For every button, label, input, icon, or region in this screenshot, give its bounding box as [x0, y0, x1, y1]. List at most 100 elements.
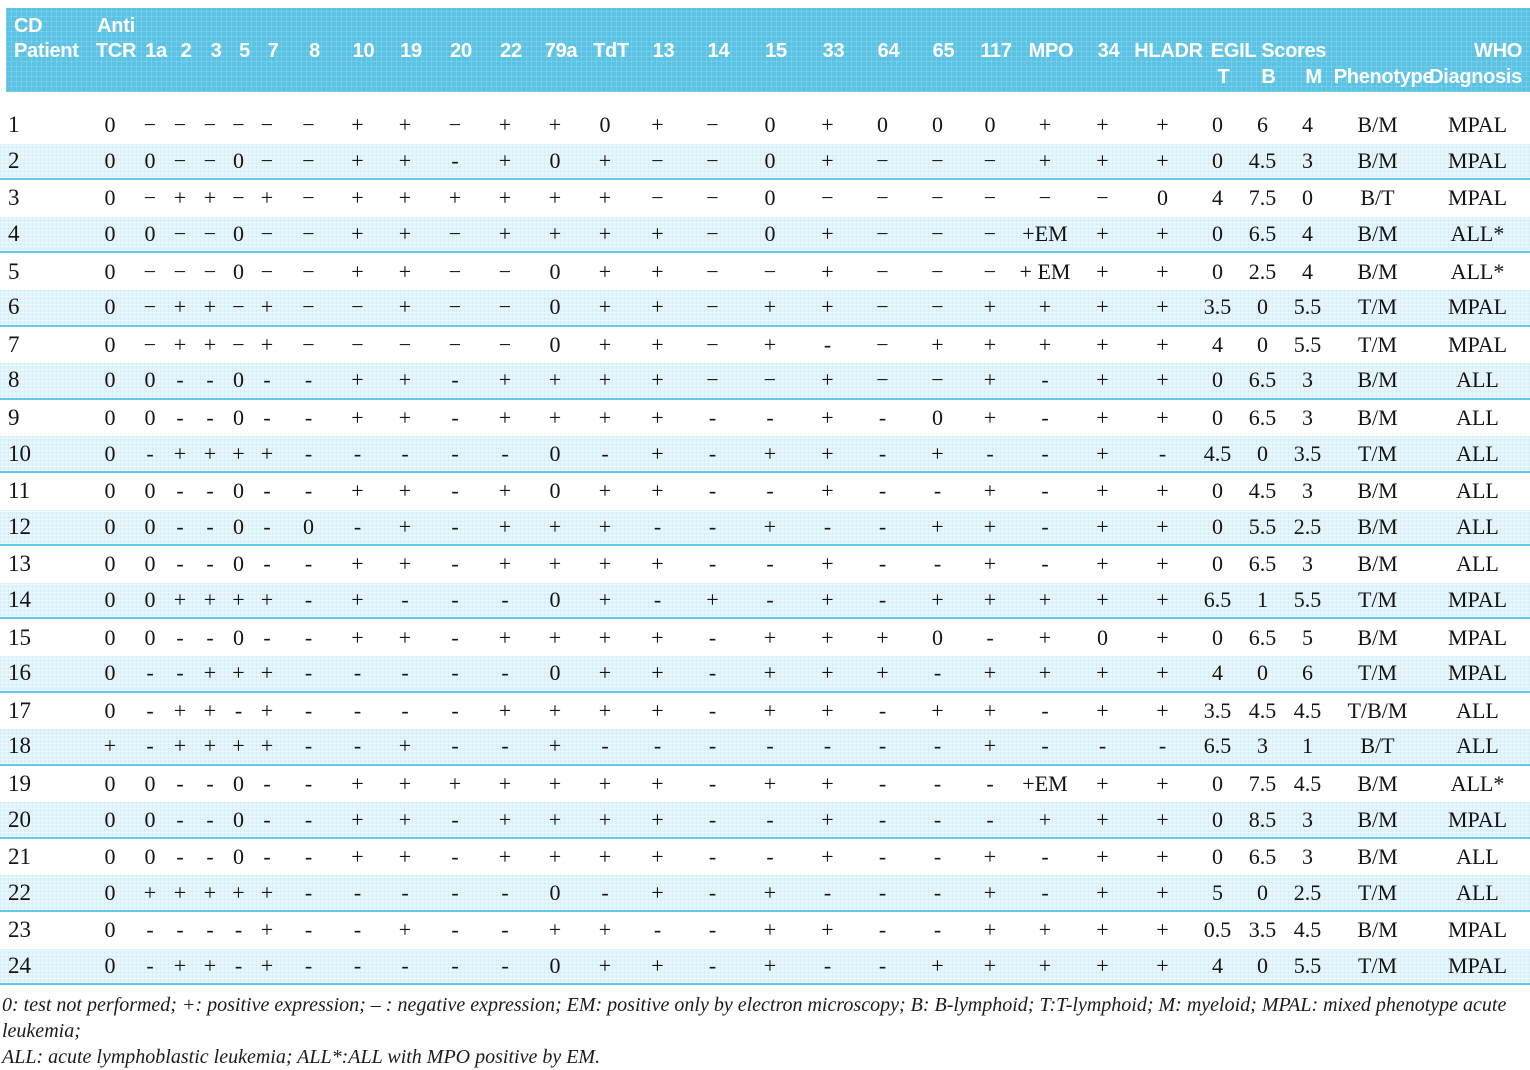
egil-m-cell: 5.5 — [1293, 952, 1322, 978]
patient-id-cell: 2 — [8, 147, 20, 173]
marker-cd-14-cell: - — [708, 917, 717, 943]
marker-cd-22-cell: - — [501, 879, 509, 905]
marker-cd-79a-cell: 0 — [549, 952, 561, 978]
who-diagnosis-cell: MPAL — [1447, 917, 1508, 943]
marker-cd-20-cell: − — [448, 258, 462, 284]
marker-cd-2-cell: + — [173, 952, 187, 978]
marker-cd-20-cell: - — [451, 624, 459, 650]
marker-cd-5-cell: − — [232, 185, 245, 211]
marker-cd-19-cell: + — [398, 478, 412, 504]
egil-t-cell: 0 — [1212, 624, 1223, 650]
marker-cd-14-cell: - — [708, 513, 717, 539]
egil-t-cell: 0 — [1212, 806, 1223, 832]
marker-cd-20-cell: - — [451, 917, 459, 943]
patient-id-cell: 21 — [8, 844, 31, 870]
marker-cd-5-cell: 0 — [233, 405, 244, 431]
marker-cd-3-cell: + — [203, 331, 217, 357]
marker-cd-8-cell: - — [304, 440, 313, 466]
marker-cd-8-cell: - — [304, 844, 313, 870]
marker-cd-117-cell: + — [983, 879, 997, 905]
egil-t-cell: 4 — [1212, 952, 1223, 978]
marker-cd-tdt-cell: + — [598, 697, 612, 723]
marker-cd-19-cell: + — [398, 112, 412, 138]
table-row: 4 0 0− −0− − + + − + + + + −0 + − − − +EM + +0 6.5 4 B/M ALL* — [0, 216, 1530, 254]
phenotype-cell: B/M — [1357, 367, 1398, 393]
marker-cd-20-cell: - — [451, 478, 459, 504]
table-row: 11 0 0- -0- - + + - +0 + + - - + - - + - + +0 4.5 3 B/M ALL — [0, 473, 1530, 510]
egil-m-cell: 3 — [1302, 844, 1313, 870]
marker-anti-tcr-cell: 0 — [104, 221, 116, 247]
egil-t-cell: 4 — [1212, 185, 1223, 211]
marker-cd-65-cell: - — [933, 844, 942, 870]
egil-b-cell: 0 — [1257, 952, 1268, 978]
mpal-patient-table: CD Patient Anti TCR 1a 2 3 5 7 8 10 19 2… — [0, 8, 1530, 1070]
marker-cd-13-cell: + — [651, 367, 664, 393]
marker-cd-8-cell: - — [304, 367, 313, 393]
marker-cd-22-cell: + — [498, 770, 512, 796]
marker-cd-5-cell: + — [232, 879, 245, 905]
marker-anti-tcr-cell: 0 — [104, 258, 116, 284]
marker-cd-1a-cell: 0 — [144, 478, 156, 504]
marker-cd-8-cell: - — [304, 770, 313, 796]
marker-cd-1a-cell: + — [143, 879, 157, 905]
marker-cd-10-cell: + — [351, 587, 364, 613]
egil-b-cell: 4.5 — [1248, 147, 1277, 173]
table-row: 5 0− − −0− − + + − −0 + + − − + − − − + EM + +0 2.5 4 B/M ALL* — [0, 253, 1530, 290]
marker-cd-65-cell: + — [931, 952, 944, 978]
who-diagnosis-cell: MPAL — [1447, 294, 1508, 320]
column-header-cd14: 14 — [707, 39, 730, 62]
marker-cd-13-cell: - — [653, 587, 662, 613]
marker-cd-mpo-cell: - — [1041, 697, 1049, 723]
table-body: 1 0− − − − − − + + − + +0 + −0 +0 0 0 + + +0 6 4 B/M MPAL 2 0 0− −0… — [0, 107, 1530, 986]
marker-cd-tdt-cell: + — [598, 587, 612, 613]
marker-cd-117-cell: 0 — [984, 112, 996, 138]
header-egil-t-label: T — [1217, 66, 1230, 88]
table-row: 20 0 0- -0- - + + - + + + + - - + - - - + + +0 8.5 3 B/M MPAL — [0, 802, 1530, 839]
marker-cd-13-cell: + — [651, 551, 664, 577]
patient-id-cell: 1 — [8, 112, 20, 138]
marker-cd-22-cell: + — [498, 478, 512, 504]
table-row: 9 0 0- -0- - + + - + + + + - - + -0 + - + +0 6.5 3 B/M ALL — [0, 400, 1530, 437]
marker-cd-34-cell: + — [1096, 258, 1109, 284]
marker-cd-22-cell: + — [498, 844, 512, 870]
marker-anti-tcr-cell: 0 — [104, 952, 116, 978]
phenotype-cell: B/M — [1357, 478, 1398, 504]
marker-cd-117-cell: − — [983, 147, 997, 173]
marker-cd-15-cell: − — [763, 258, 777, 284]
marker-cd-5-cell: 0 — [233, 221, 244, 247]
marker-cd-65-cell: + — [931, 331, 944, 357]
marker-cd-64-cell: + — [876, 660, 889, 686]
marker-cd-1a-cell: - — [146, 733, 154, 759]
marker-cd-65-cell: − — [931, 185, 944, 211]
egil-t-cell: 4 — [1212, 660, 1223, 686]
marker-cd-7-cell: + — [260, 917, 274, 943]
marker-cd-2-cell: − — [173, 221, 187, 247]
marker-cd-65-cell: - — [933, 551, 942, 577]
marker-cd-65-cell: − — [931, 367, 944, 393]
marker-cd-tdt-cell: + — [598, 294, 612, 320]
marker-cd-22-cell: − — [498, 331, 512, 357]
marker-anti-tcr-cell: 0 — [104, 405, 116, 431]
marker-cd-13-cell: - — [653, 733, 662, 759]
phenotype-cell: B/M — [1357, 405, 1398, 431]
marker-cd-79a-cell: 0 — [549, 660, 561, 686]
patient-id-cell: 5 — [8, 258, 20, 284]
marker-cd-15-cell: 0 — [764, 147, 776, 173]
marker-cd-1a-cell: 0 — [144, 551, 156, 577]
marker-cd-hladr-cell: + — [1156, 952, 1169, 978]
marker-cd-tdt-cell: + — [598, 660, 612, 686]
table-row: 7 0− + + − + − − − − −0 + + − + - − + + + + +4 0 5.5 T/M MPAL — [0, 327, 1530, 364]
marker-cd-hladr-cell: + — [1156, 478, 1169, 504]
marker-cd-34-cell: + — [1096, 697, 1109, 723]
marker-cd-5-cell: - — [234, 917, 243, 943]
marker-cd-64-cell: - — [878, 587, 887, 613]
marker-cd-7-cell: + — [260, 952, 274, 978]
footnote-line-2: ALL: acute lymphoblastic leukemia; ALL*:… — [2, 1046, 601, 1069]
marker-cd-22-cell: + — [498, 624, 512, 650]
marker-cd-10-cell: - — [353, 879, 362, 905]
marker-cd-79a-cell: 0 — [549, 478, 561, 504]
egil-t-cell: 0 — [1212, 221, 1223, 247]
phenotype-cell: B/M — [1357, 551, 1398, 577]
header-who-label: WHO — [1474, 39, 1522, 62]
marker-anti-tcr-cell: 0 — [104, 185, 116, 211]
